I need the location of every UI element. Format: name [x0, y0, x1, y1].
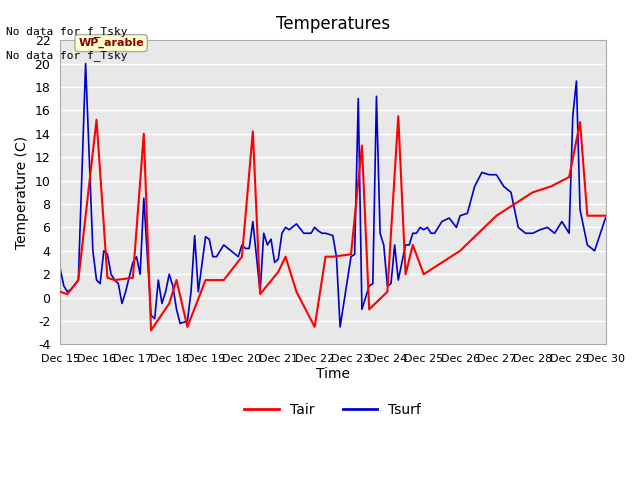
Title: Temperatures: Temperatures: [276, 15, 390, 33]
Text: No data for f_Tsky: No data for f_Tsky: [6, 49, 128, 60]
Text: WP_arable: WP_arable: [78, 38, 144, 48]
Legend: Tair, Tsurf: Tair, Tsurf: [239, 397, 427, 423]
Text: No data for f_Tsky: No data for f_Tsky: [6, 25, 128, 36]
X-axis label: Time: Time: [316, 367, 350, 381]
Y-axis label: Temperature (C): Temperature (C): [15, 136, 29, 249]
